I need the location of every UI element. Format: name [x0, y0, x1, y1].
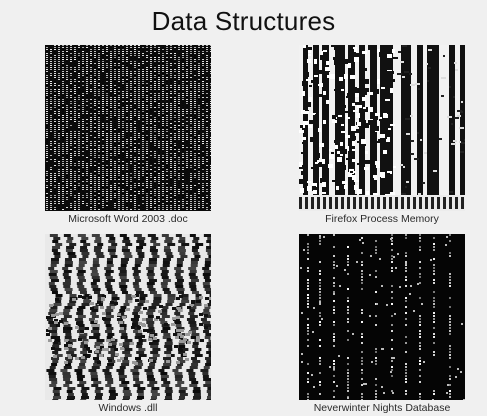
word-doc-visualization: [45, 45, 211, 211]
windows-dll-caption: Windows .dll: [98, 402, 158, 414]
windows-dll-visualization: [45, 234, 211, 400]
firefox-memory-visualization: [299, 45, 465, 211]
neverwinter-db-visualization: [299, 234, 465, 400]
firefox-memory-caption: Firefox Process Memory: [325, 213, 439, 225]
slide-title: Data Structures: [151, 6, 336, 36]
word-doc-caption: Microsoft Word 2003 .doc: [68, 213, 188, 225]
neverwinter-db-caption: Neverwinter Nights Database: [313, 402, 451, 414]
